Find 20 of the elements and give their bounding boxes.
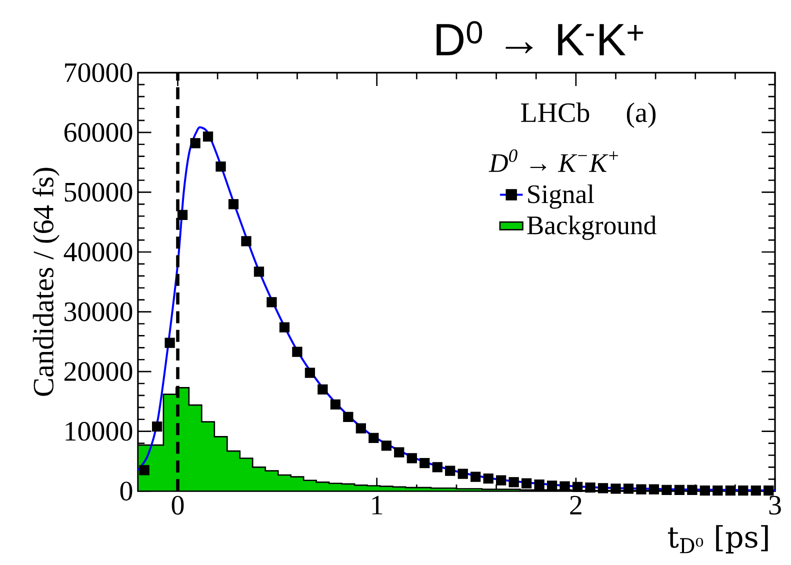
legend-title: D$^{0}$ → K$^{−}$K$^{+}$ [488, 149, 618, 172]
legend-label: Signal [528, 184, 594, 209]
x-axis-title: t$_{D⁰}$ [ps] [668, 525, 768, 554]
y-tick-label: 30000 [64, 302, 132, 322]
annotation: (a) [626, 102, 656, 128]
y-tick-label: 20000 [64, 362, 132, 381]
annotation: LHCb [521, 102, 590, 122]
x-tick-label: 0 [172, 496, 184, 515]
y-tick-label: 70000 [65, 63, 132, 82]
chart-title: D$^{0}$ → K$^{-}$K$^{+}$ [436, 21, 644, 56]
y-axis-title: Candidates / (64 fs) [32, 168, 60, 396]
x-tick-label: 2 [570, 496, 582, 514]
x-tick-label: 3 [769, 496, 781, 515]
y-tick-label: 10000 [66, 422, 132, 441]
x-tick-label: 1 [372, 496, 382, 514]
legend-label: Background [527, 216, 656, 240]
y-tick-label: 40000 [64, 242, 132, 262]
y-tick-label: 60000 [64, 122, 132, 142]
y-tick-label: 50000 [64, 182, 132, 202]
y-tick-label: 0 [120, 482, 132, 501]
